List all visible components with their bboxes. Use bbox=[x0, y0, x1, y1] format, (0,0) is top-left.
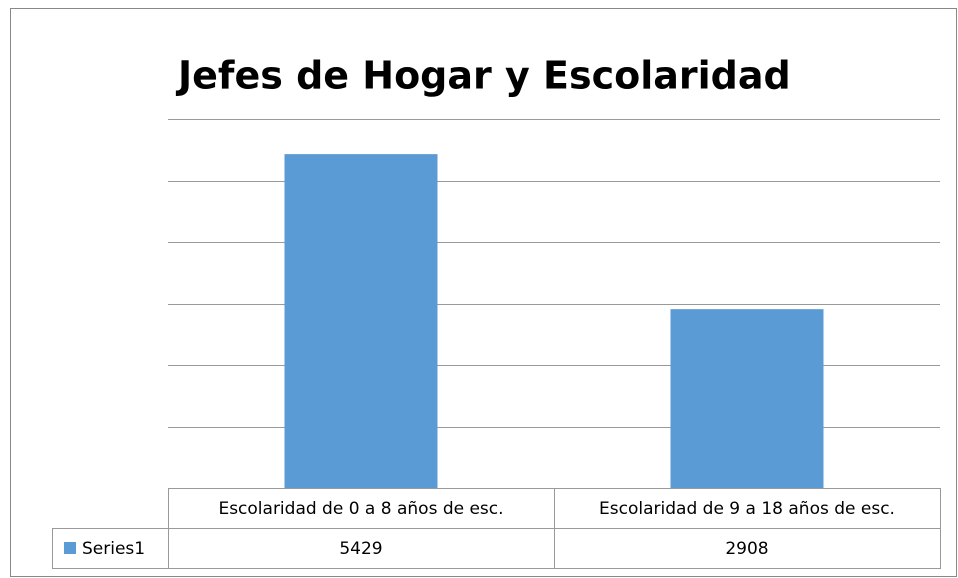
bar bbox=[284, 154, 438, 488]
x-tick-label: Escolaridad de 0 a 8 años de esc. bbox=[218, 499, 503, 519]
table-row bbox=[52, 528, 941, 569]
chart-title: Jefes de Hogar y Escolaridad bbox=[175, 54, 791, 98]
bar bbox=[670, 309, 824, 488]
legend-label: Series1 bbox=[82, 539, 145, 559]
data-table-value: 2908 bbox=[725, 539, 768, 559]
x-tick-label: Escolaridad de 9 a 18 años de esc. bbox=[599, 499, 895, 519]
legend-swatch bbox=[64, 542, 76, 554]
data-table-value: 5429 bbox=[339, 539, 382, 559]
